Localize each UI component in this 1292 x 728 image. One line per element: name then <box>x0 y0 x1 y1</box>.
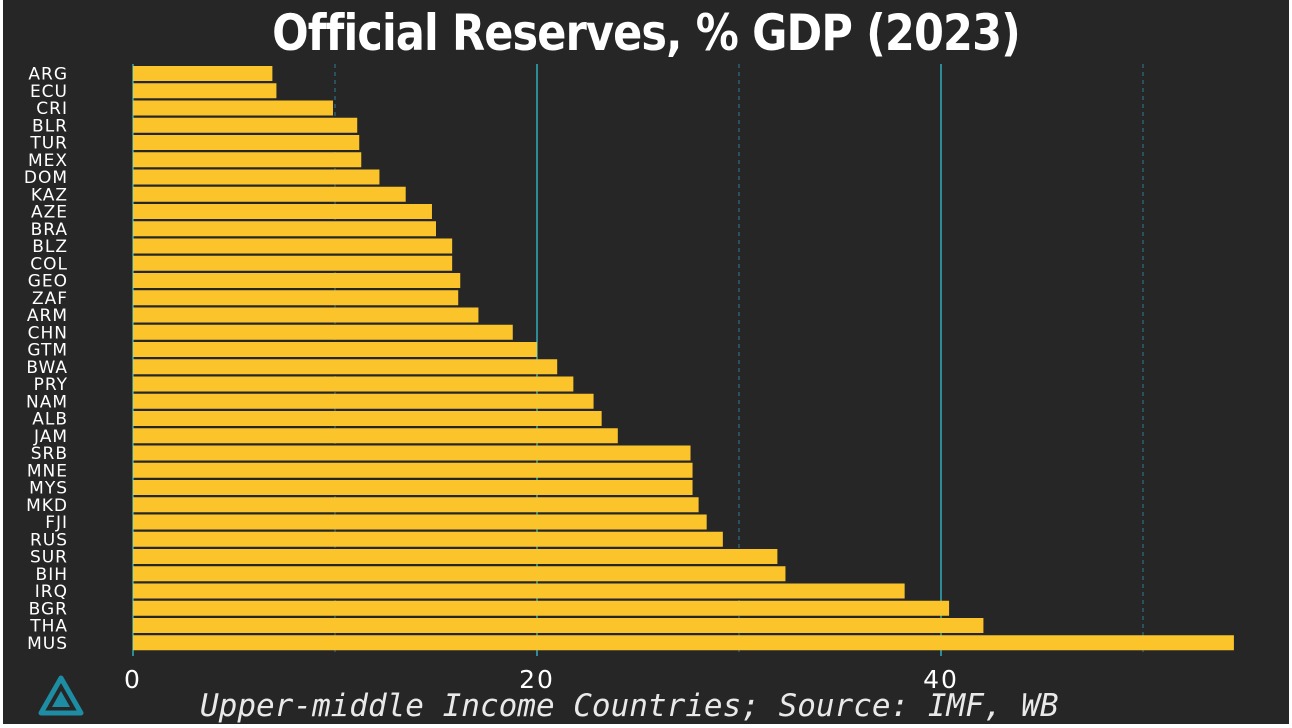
bar-chn <box>133 324 513 340</box>
category-label-kaz: KAZ <box>31 185 68 205</box>
bar-irq <box>133 583 905 599</box>
bar-gtm <box>133 342 537 357</box>
category-label-arm: ARM <box>27 306 68 326</box>
category-label-gtm: GTM <box>27 341 68 361</box>
category-label-mys: MYS <box>29 479 68 499</box>
category-label-alb: ALB <box>32 410 68 430</box>
category-label-mne: MNE <box>27 461 68 481</box>
bar-blz <box>133 238 453 254</box>
category-label-nam: NAM <box>26 392 68 412</box>
category-label-fji: FJI <box>45 513 68 533</box>
bars <box>133 66 1234 651</box>
bar-sur <box>133 549 778 564</box>
category-label-blz: BLZ <box>32 237 68 257</box>
bar-aze <box>133 204 432 219</box>
bar-mex <box>133 152 362 168</box>
category-label-cri: CRI <box>36 99 68 119</box>
category-label-dom: DOM <box>24 168 68 188</box>
bar-mkd <box>133 497 699 513</box>
bar-fji <box>133 514 707 530</box>
x-tick-label: 20 <box>519 665 555 694</box>
bar-arg <box>133 66 273 81</box>
category-label-tha: THA <box>29 617 68 637</box>
category-label-blr: BLR <box>32 116 68 136</box>
bar-alb <box>133 411 602 426</box>
category-label-bih: BIH <box>36 565 68 585</box>
bar-arm <box>133 307 479 323</box>
category-label-arg: ARG <box>28 65 68 85</box>
bar-mus <box>133 635 1234 651</box>
category-label-irq: IRQ <box>35 582 68 602</box>
bar-jam <box>133 428 618 444</box>
bar-tha <box>133 618 984 633</box>
x-tick-labels: 0 20 40 <box>124 665 959 694</box>
bar-srb <box>133 445 691 461</box>
chart-title: Official Reserves, % GDP (2023) <box>272 4 1021 62</box>
category-label-zaf: ZAF <box>32 289 68 309</box>
bar-bwa <box>133 359 558 375</box>
category-label-ecu: ECU <box>30 82 68 102</box>
category-label-tur: TUR <box>29 134 68 154</box>
bar-nam <box>133 393 594 409</box>
category-label-srb: SRB <box>31 444 68 464</box>
category-label-col: COL <box>30 254 68 274</box>
bar-kaz <box>133 186 406 202</box>
category-label-mex: MEX <box>28 151 68 171</box>
x-tick-label: 40 <box>923 665 959 694</box>
category-label-mkd: MKD <box>26 496 68 516</box>
category-label-bwa: BWA <box>26 358 68 378</box>
bar-bgr <box>133 600 950 616</box>
bar-geo <box>133 273 461 288</box>
category-label-rus: RUS <box>30 530 68 550</box>
bar-cri <box>133 100 333 116</box>
bar-blr <box>133 117 358 133</box>
category-label-aze: AZE <box>31 203 68 223</box>
category-label-jam: JAM <box>33 427 68 447</box>
chart-subtitle-source: Upper-middle Income Countries; Source: I… <box>200 688 1059 724</box>
x-tick-label: 0 <box>124 665 142 694</box>
category-label-geo: GEO <box>28 272 68 292</box>
category-labels: ARGECUCRIBLRTURMEXDOMKAZAZEBRABLZCOLGEOZ… <box>24 65 68 654</box>
bar-zaf <box>133 290 459 306</box>
category-label-bgr: BGR <box>29 599 68 619</box>
bar-bih <box>133 566 786 582</box>
bar-col <box>133 255 453 271</box>
bar-bra <box>133 221 436 237</box>
bar-rus <box>133 531 723 547</box>
bar-mne <box>133 462 693 478</box>
category-label-mus: MUS <box>27 634 68 654</box>
triangle-logo-icon <box>38 675 84 716</box>
bar-mys <box>133 480 693 495</box>
bar-tur <box>133 135 360 150</box>
category-label-pry: PRY <box>34 375 68 395</box>
category-label-sur: SUR <box>30 548 68 568</box>
bar-dom <box>133 169 380 185</box>
category-label-bra: BRA <box>31 220 68 240</box>
category-label-chn: CHN <box>28 323 68 343</box>
bar-ecu <box>133 83 277 99</box>
bar-pry <box>133 376 574 392</box>
